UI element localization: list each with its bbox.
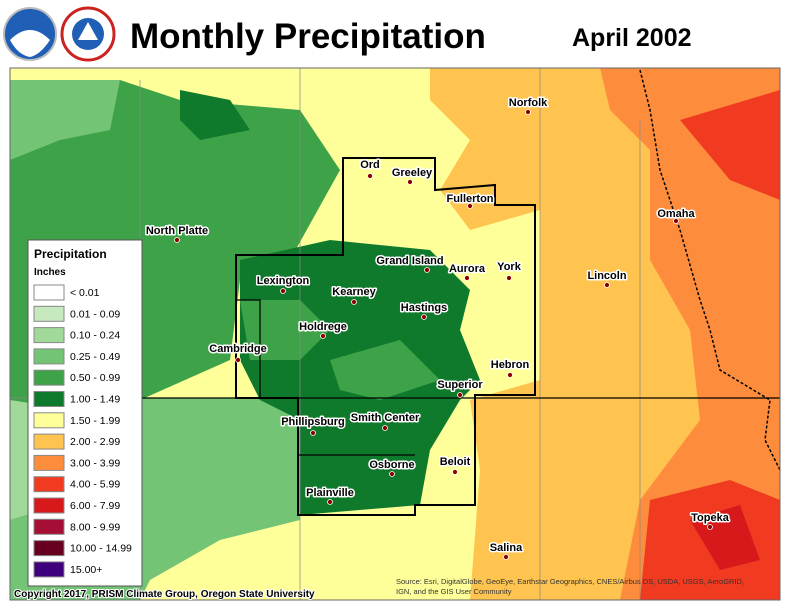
- city-label: Greeley: [392, 167, 433, 179]
- legend-label: 15.00+: [70, 564, 102, 576]
- legend-label: 0.50 - 0.99: [70, 372, 120, 384]
- city-dot: [280, 288, 286, 294]
- city-dot: [174, 237, 180, 243]
- city-label: Aurora: [449, 263, 486, 275]
- city-label: Smith Center: [351, 412, 420, 424]
- city-dot: [707, 524, 713, 530]
- legend-swatch: [33, 348, 65, 365]
- city-label: Plainville: [306, 487, 354, 499]
- city-label: Lincoln: [587, 270, 626, 282]
- legend-units: Inches: [34, 267, 66, 278]
- legend-label: 0.25 - 0.49: [70, 351, 120, 363]
- city-label: Osborne: [369, 459, 414, 471]
- city-dot: [464, 275, 470, 281]
- legend-swatch: [33, 327, 65, 344]
- city-dot: [604, 282, 610, 288]
- legend-swatch: [33, 284, 65, 301]
- city-dot: [525, 109, 531, 115]
- city-label: Ord: [360, 159, 380, 171]
- city-label: Fullerton: [446, 193, 493, 205]
- city-label: Salina: [490, 542, 523, 554]
- legend-label: 8.00 - 9.99: [70, 521, 120, 533]
- city-dot: [407, 179, 413, 185]
- city-dot: [327, 499, 333, 505]
- city-dot: [452, 469, 458, 475]
- city-label: Topeka: [691, 512, 730, 524]
- legend-swatch: [33, 476, 65, 493]
- legend-label: 1.00 - 1.49: [70, 394, 120, 406]
- city-label: Grand Island: [376, 255, 443, 267]
- copyright: Copyright 2017, PRISM Climate Group, Ore…: [14, 589, 315, 600]
- legend: Precipitation Inches < 0.01 0.01 - 0.09 0.…: [27, 239, 143, 587]
- legend-label: 10.00 - 14.99: [70, 543, 132, 555]
- legend-swatch: [33, 497, 65, 514]
- city-dot: [457, 392, 463, 398]
- legend-label: 1.50 - 1.99: [70, 415, 120, 427]
- city-label: Kearney: [332, 286, 376, 298]
- legend-swatch: [33, 305, 65, 322]
- date: April 2002: [572, 24, 692, 52]
- city-label: York: [497, 261, 522, 273]
- title: Monthly Precipitation: [130, 17, 486, 56]
- city-label: Holdrege: [299, 321, 347, 333]
- city-dot: [467, 203, 473, 209]
- legend-label: 2.00 - 2.99: [70, 436, 120, 448]
- city-dot: [367, 173, 373, 179]
- cities: Norfolk Ord Greeley Fullerton North Platte Om…: [144, 96, 731, 560]
- source: Source: Esri, DigitalGlobe, GeoEye, Eart…: [396, 577, 744, 586]
- city-dot: [351, 299, 357, 305]
- city-label: Hebron: [491, 359, 530, 371]
- noaa-logo: [3, 7, 57, 61]
- city-label: Omaha: [657, 208, 695, 220]
- legend-label: 4.00 - 5.99: [70, 479, 120, 491]
- city-label: Norfolk: [509, 97, 548, 109]
- nws-logo: [60, 6, 116, 62]
- city-dot: [389, 471, 395, 477]
- city-label: Beloit: [440, 456, 471, 468]
- legend-swatch: [33, 412, 65, 429]
- legend-swatch: [33, 561, 65, 578]
- city-label: Cambridge: [209, 343, 266, 355]
- city-label: Phillipsburg: [281, 416, 345, 428]
- city-dot: [673, 218, 679, 224]
- map: [9, 67, 781, 601]
- source: IGN, and the GIS User Community: [396, 587, 512, 596]
- city-dot: [424, 267, 430, 273]
- legend-label: 6.00 - 7.99: [70, 500, 120, 512]
- legend-title: Precipitation: [34, 247, 107, 261]
- legend-label: 0.10 - 0.24: [70, 330, 120, 342]
- city-dot: [235, 357, 241, 363]
- legend-swatch: [33, 540, 65, 557]
- legend-label: 3.00 - 3.99: [70, 457, 120, 469]
- city-dot: [320, 333, 326, 339]
- city-label: North Platte: [146, 225, 208, 237]
- city-label: Superior: [437, 379, 483, 391]
- city-label: Hastings: [401, 302, 447, 314]
- legend-swatch: [33, 433, 65, 450]
- legend-swatch: [33, 391, 65, 407]
- city-dot: [503, 554, 509, 560]
- city-dot: [421, 314, 427, 320]
- city-dot: [506, 275, 512, 281]
- city-dot: [382, 425, 388, 431]
- city-dot: [310, 430, 316, 436]
- legend-swatch: [33, 518, 65, 535]
- legend-swatch: [33, 454, 65, 471]
- legend-label: < 0.01: [70, 287, 100, 299]
- city-label: Lexington: [257, 275, 310, 287]
- city-dot: [507, 372, 513, 378]
- legend-swatch: [33, 369, 65, 386]
- legend-label: 0.01 - 0.09: [70, 308, 120, 320]
